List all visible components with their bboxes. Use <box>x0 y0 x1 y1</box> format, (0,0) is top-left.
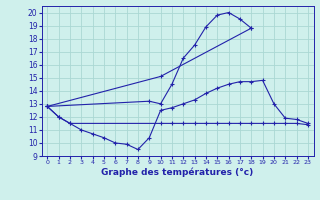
X-axis label: Graphe des températures (°c): Graphe des températures (°c) <box>101 168 254 177</box>
